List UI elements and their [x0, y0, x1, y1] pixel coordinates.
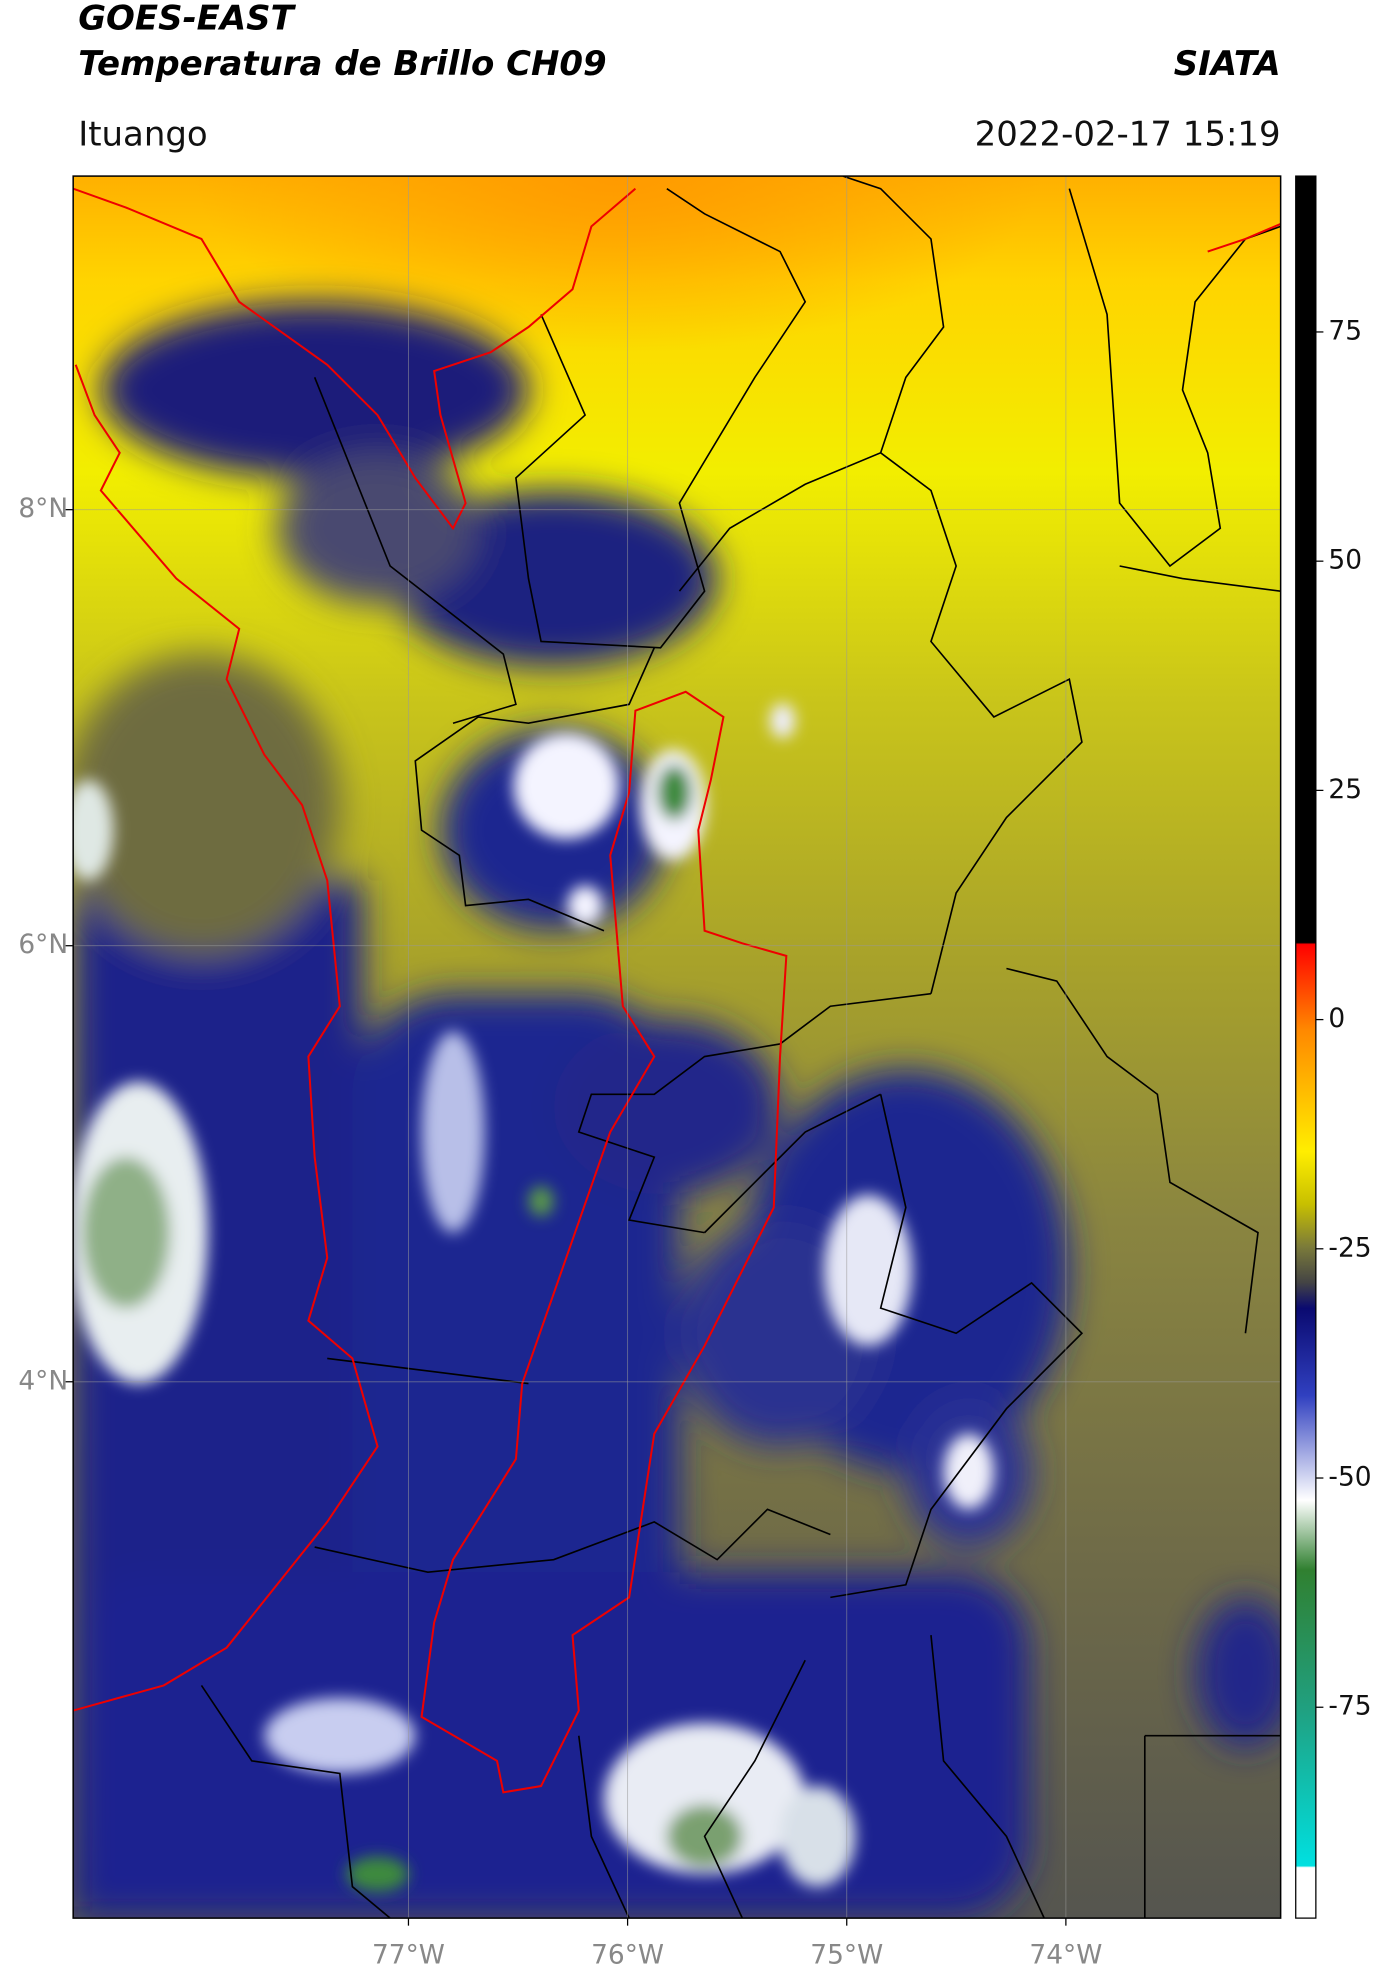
y-tick-label: 4°N	[18, 1365, 68, 1396]
source: SIATA	[1174, 44, 1281, 84]
location: Ituango	[78, 114, 208, 154]
y-tick-label: 8°N	[18, 493, 68, 524]
borders	[200, 176, 1281, 1919]
x-tick-label: 75°W	[810, 1939, 883, 1970]
colorbar-tick-label: -75	[1328, 1691, 1371, 1722]
x-tick-label: 77°W	[372, 1939, 445, 1970]
y-tick-label: 6°N	[18, 929, 68, 960]
colorbar-tick-label: 25	[1328, 774, 1362, 805]
map-frame	[72, 175, 1282, 1919]
colorbar-tick-label: -25	[1328, 1232, 1371, 1263]
subtitle: Temperatura de Brillo CH09	[78, 44, 606, 84]
graticule	[73, 176, 1281, 1919]
datetime: 2022-02-17 15:19	[975, 114, 1281, 154]
title: GOES-EAST	[78, 0, 296, 39]
coastline-and-boundary	[73, 187, 1281, 1794]
satellite-image	[73, 176, 1281, 1919]
colorbar-tick-label: 50	[1328, 545, 1362, 576]
x-tick-label: 76°W	[591, 1939, 664, 1970]
colorbar-tick-label: 75	[1328, 315, 1362, 346]
x-tick-label: 74°W	[1029, 1939, 1102, 1970]
colorbar	[1295, 175, 1317, 1919]
colorbar-tick-label: 0	[1328, 1003, 1345, 1034]
colorbar-tick-label: -50	[1328, 1462, 1371, 1493]
header: GOES-EAST Temperatura de Brillo CH09 SIA…	[78, 0, 1280, 154]
